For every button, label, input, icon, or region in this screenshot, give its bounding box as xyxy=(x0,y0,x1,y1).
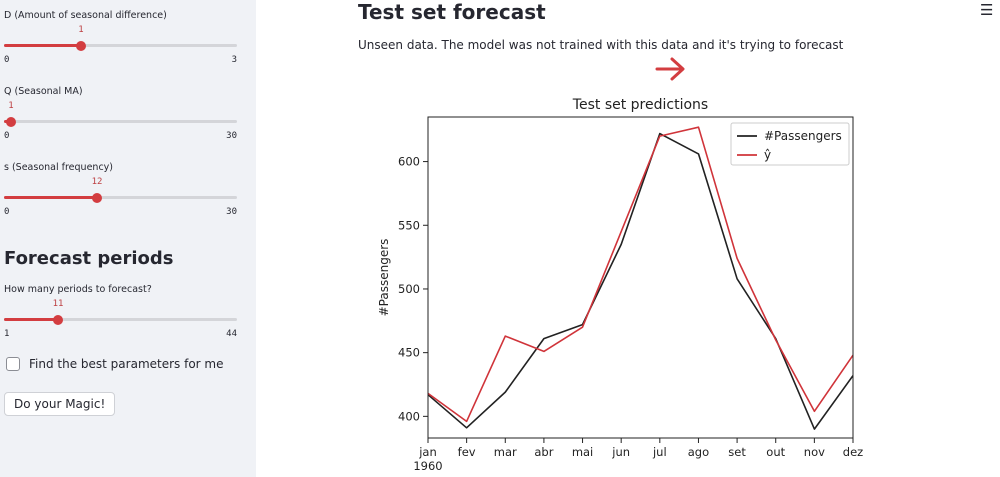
slider-track[interactable] xyxy=(4,314,237,325)
slider-thumb[interactable] xyxy=(76,40,86,51)
y-tick-label: 550 xyxy=(398,218,420,232)
y-tick-label: 500 xyxy=(398,282,420,296)
x-tick-label: dez xyxy=(843,445,863,459)
page-description: Unseen data. The model was not trained w… xyxy=(358,38,844,52)
slider-max: 30 xyxy=(226,131,237,141)
slider-label: s (Seasonal frequency) xyxy=(4,162,113,173)
hamburger-menu-icon[interactable]: ☰ xyxy=(980,1,994,19)
slider-fill xyxy=(4,44,81,47)
slider-label: How many periods to forecast? xyxy=(4,284,152,295)
slider-min: 0 xyxy=(4,55,10,65)
slider-thumb[interactable] xyxy=(6,116,16,127)
do-your-magic-button[interactable]: Do your Magic! xyxy=(4,392,116,416)
slider-value: 11 xyxy=(52,299,64,309)
slider-min: 0 xyxy=(4,207,10,217)
right-arrow-icon xyxy=(655,57,685,81)
legend-label: #Passengers xyxy=(764,129,842,143)
seasonal-difference-slider[interactable]: D (Amount of seasonal difference) 1 0 3 xyxy=(4,10,240,66)
x-tick-label: mai xyxy=(572,445,593,459)
slider-thumb[interactable] xyxy=(92,192,102,203)
x-tick-label: fev xyxy=(458,445,476,459)
series-line xyxy=(427,126,854,423)
plot-frame xyxy=(427,116,854,439)
y-tick-label: 450 xyxy=(398,346,420,360)
forecast-periods-heading: Forecast periods xyxy=(4,248,174,269)
slider-fill xyxy=(4,318,58,321)
x-tick-label: ago xyxy=(688,445,709,459)
slider-fill xyxy=(4,196,97,199)
chart-svg: Test set predictions 400 450 500 550 600 jan 19… xyxy=(377,97,863,473)
best-parameters-checkbox-row[interactable]: Find the best parameters for me xyxy=(6,357,223,371)
slider-max: 44 xyxy=(226,329,237,339)
slider-track[interactable] xyxy=(4,116,237,127)
seasonal-frequency-slider[interactable]: s (Seasonal frequency) 12 0 30 xyxy=(4,162,240,218)
checkbox-label: Find the best parameters for me xyxy=(29,357,224,371)
test-set-chart: Test set predictions 400 450 500 550 600 jan 19… xyxy=(370,92,870,477)
legend-label: ŷ xyxy=(764,148,771,162)
slider-label: D (Amount of seasonal difference) xyxy=(4,10,167,21)
slider-max: 30 xyxy=(226,207,237,217)
y-tick-label: 400 xyxy=(398,409,420,423)
x-tick-label: nov xyxy=(804,445,825,459)
legend-box xyxy=(730,122,850,166)
x-tick-label: jul xyxy=(652,445,667,459)
slider-value: 1 xyxy=(8,101,14,111)
x-tick-label: out xyxy=(766,445,785,459)
chart-title: Test set predictions xyxy=(572,97,708,113)
slider-track[interactable] xyxy=(4,40,237,51)
forecast-periods-slider[interactable]: How many periods to forecast? 11 1 44 xyxy=(4,284,240,340)
slider-thumb[interactable] xyxy=(53,314,63,325)
best-parameters-checkbox[interactable] xyxy=(6,357,20,371)
slider-max: 3 xyxy=(231,55,237,65)
x-tick-label: mar xyxy=(494,445,517,459)
slider-label: Q (Seasonal MA) xyxy=(4,86,83,97)
x-tick-label: jun xyxy=(611,445,630,459)
sidebar: D (Amount of seasonal difference) 1 0 3 … xyxy=(0,0,256,477)
slider-track[interactable] xyxy=(4,192,237,203)
x-tick-label: set xyxy=(728,445,746,459)
x-tick-label: jan 1960 xyxy=(413,445,442,473)
y-axis-label: #Passengers xyxy=(377,239,391,317)
slider-value: 12 xyxy=(91,177,103,187)
page-title: Test set forecast xyxy=(358,0,546,24)
slider-min: 0 xyxy=(4,131,10,141)
series-line xyxy=(427,132,854,430)
y-tick-label: 600 xyxy=(398,155,420,169)
x-tick-label: abr xyxy=(534,445,553,459)
slider-value: 1 xyxy=(78,25,84,35)
seasonal-ma-slider[interactable]: Q (Seasonal MA) 1 0 30 xyxy=(4,86,240,142)
slider-min: 1 xyxy=(4,329,10,339)
